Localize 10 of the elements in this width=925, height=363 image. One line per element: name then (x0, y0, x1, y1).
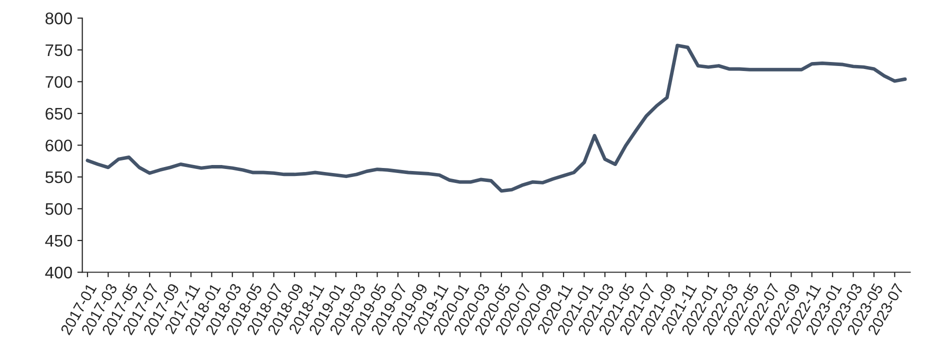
y-tick-label: 400 (45, 266, 72, 278)
y-tick-label: 500 (45, 203, 72, 215)
line-series (86, 44, 907, 193)
y-tick-label: 650 (46, 108, 72, 120)
y-tick-label: 550 (45, 171, 72, 184)
y-tick-label: 450 (45, 234, 72, 247)
y-tick-label: 600 (46, 140, 72, 152)
y-tick-label: 750 (46, 44, 72, 56)
y-tick-label: 800 (46, 12, 72, 24)
y-tick-label: 700 (46, 76, 72, 88)
